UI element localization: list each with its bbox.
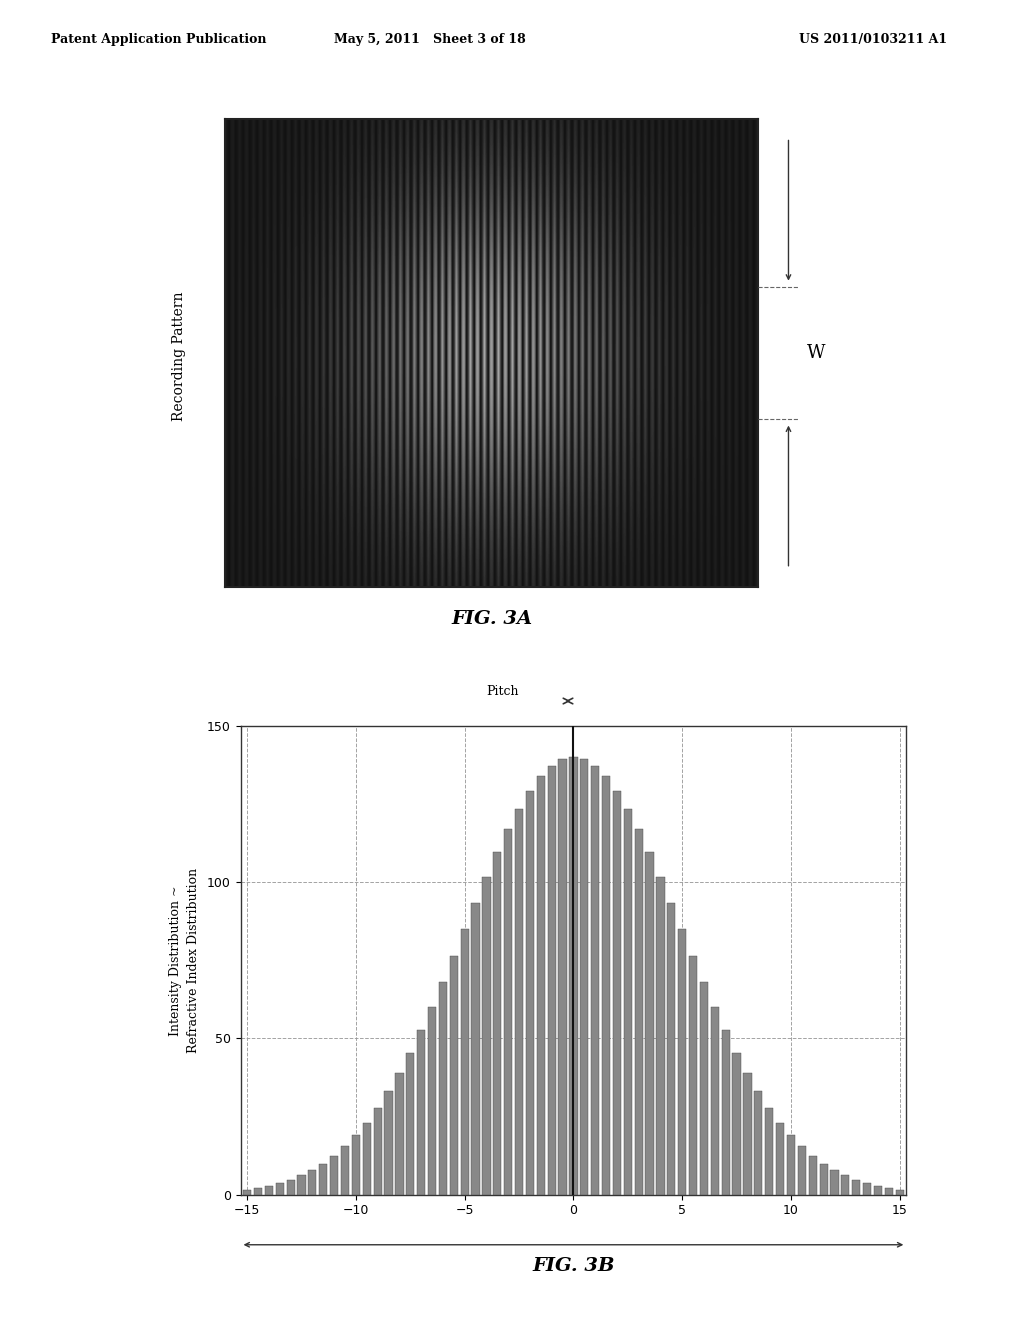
Bar <box>330 1156 338 1195</box>
Bar <box>602 776 610 1195</box>
Bar <box>319 1163 328 1195</box>
Bar <box>526 791 534 1195</box>
Bar <box>732 1052 740 1195</box>
Bar <box>384 1092 392 1195</box>
Bar <box>417 1031 425 1195</box>
Bar <box>275 1183 284 1195</box>
Bar <box>722 1031 730 1195</box>
Bar <box>624 809 632 1195</box>
Bar <box>809 1156 817 1195</box>
Bar <box>668 903 676 1195</box>
Bar <box>515 809 523 1195</box>
Bar <box>494 853 502 1195</box>
Bar <box>581 759 589 1195</box>
Bar <box>374 1107 382 1195</box>
Bar <box>537 776 545 1195</box>
Bar <box>798 1146 806 1195</box>
Bar <box>885 1188 893 1195</box>
Bar <box>428 1007 436 1195</box>
Bar <box>852 1180 860 1195</box>
Bar <box>613 791 621 1195</box>
Text: W: W <box>807 345 825 362</box>
Bar <box>635 829 643 1195</box>
Bar <box>297 1175 305 1195</box>
Bar <box>896 1189 904 1195</box>
Bar <box>287 1180 295 1195</box>
Bar <box>776 1123 784 1195</box>
Bar <box>558 759 566 1195</box>
Text: Patent Application Publication: Patent Application Publication <box>51 33 266 46</box>
Bar <box>819 1163 827 1195</box>
Bar <box>689 956 697 1195</box>
Bar <box>254 1188 262 1195</box>
Bar <box>645 853 653 1195</box>
Bar <box>873 1185 882 1195</box>
Bar <box>471 903 479 1195</box>
Text: Pitch: Pitch <box>486 685 519 698</box>
Bar <box>699 982 708 1195</box>
Text: FIG. 3A: FIG. 3A <box>451 610 532 628</box>
Bar <box>830 1170 839 1195</box>
Bar <box>352 1135 360 1195</box>
Bar <box>395 1073 403 1195</box>
Bar <box>765 1107 773 1195</box>
Text: US 2011/0103211 A1: US 2011/0103211 A1 <box>799 33 947 46</box>
Bar <box>656 876 665 1195</box>
Bar <box>548 766 556 1195</box>
Bar <box>863 1183 871 1195</box>
Bar <box>569 758 578 1195</box>
Bar <box>265 1185 273 1195</box>
Bar <box>407 1052 415 1195</box>
Bar <box>504 829 512 1195</box>
Bar <box>743 1073 752 1195</box>
Bar <box>755 1092 763 1195</box>
Bar <box>678 929 686 1195</box>
Bar <box>362 1123 371 1195</box>
Text: May 5, 2011   Sheet 3 of 18: May 5, 2011 Sheet 3 of 18 <box>334 33 526 46</box>
Text: FIG. 3B: FIG. 3B <box>532 1257 614 1275</box>
Bar <box>711 1007 719 1195</box>
Bar <box>243 1189 251 1195</box>
Text: Recording Pattern: Recording Pattern <box>172 292 186 421</box>
Bar <box>308 1170 316 1195</box>
Bar <box>591 766 599 1195</box>
Bar <box>450 956 458 1195</box>
Bar <box>341 1146 349 1195</box>
Bar <box>482 876 490 1195</box>
Bar <box>461 929 469 1195</box>
Bar <box>842 1175 850 1195</box>
Bar <box>439 982 447 1195</box>
Y-axis label: Intensity Distribution ~
Refractive Index Distribution: Intensity Distribution ~ Refractive Inde… <box>169 867 200 1053</box>
Bar <box>786 1135 795 1195</box>
